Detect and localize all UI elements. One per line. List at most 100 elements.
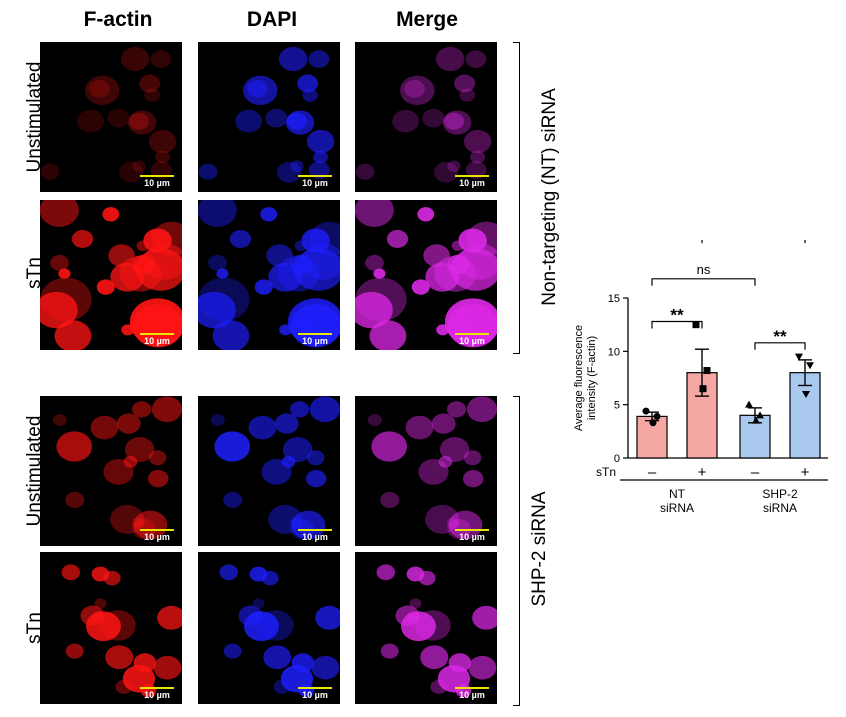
micrograph-image bbox=[219, 564, 340, 698]
scale-bar-line bbox=[298, 687, 332, 689]
cell-blob bbox=[139, 74, 161, 93]
cell-blob bbox=[85, 611, 121, 642]
cell-blob bbox=[282, 437, 313, 463]
scale-bar-line bbox=[298, 175, 332, 177]
cell-blob bbox=[254, 279, 273, 295]
cell-blob bbox=[446, 517, 460, 529]
cell-blob bbox=[40, 291, 78, 329]
cell-blob bbox=[301, 243, 340, 280]
cell-blob bbox=[400, 75, 435, 105]
micrograph-image bbox=[355, 200, 497, 350]
micrograph-image bbox=[355, 46, 492, 183]
cell-blob bbox=[305, 469, 327, 488]
micrograph-image bbox=[198, 46, 335, 183]
cell-blob bbox=[208, 254, 227, 271]
cell-blob bbox=[143, 243, 182, 280]
stim-mark: + bbox=[698, 464, 707, 481]
scale-bar-line bbox=[298, 333, 332, 335]
cell-blob bbox=[454, 74, 476, 93]
cell-blob bbox=[243, 611, 279, 642]
cell-blob bbox=[132, 401, 152, 418]
cell-blob bbox=[458, 243, 497, 280]
scale-bar-line bbox=[455, 333, 489, 335]
y-axis-label: intensity (F-actin) bbox=[586, 336, 598, 420]
cell-blob bbox=[447, 160, 461, 172]
scale-bar: 10 µm bbox=[140, 529, 174, 542]
cell-blob bbox=[463, 450, 482, 466]
scale-bar-label: 10 µm bbox=[459, 336, 485, 346]
cell-blob bbox=[248, 415, 277, 440]
cell-blob bbox=[131, 517, 145, 529]
cell-blob bbox=[371, 431, 408, 462]
cell-blob bbox=[155, 150, 171, 164]
cell-blob bbox=[308, 50, 330, 68]
micrograph-image bbox=[198, 200, 340, 350]
column-title-factin: F-actin bbox=[83, 8, 153, 31]
data-point bbox=[795, 353, 803, 361]
cell-blob bbox=[65, 643, 84, 659]
cell-blob bbox=[148, 450, 167, 466]
cell-blob bbox=[212, 320, 250, 350]
cell-blob bbox=[116, 413, 141, 434]
cell-blob bbox=[54, 320, 92, 350]
scale-bar-label: 10 µm bbox=[459, 690, 485, 700]
scale-bar-label: 10 µm bbox=[459, 532, 485, 542]
cell-blob bbox=[85, 75, 120, 105]
scale-bar-label: 10 µm bbox=[459, 178, 485, 188]
cell-blob bbox=[219, 564, 239, 581]
data-point bbox=[649, 419, 657, 427]
cell-blob bbox=[435, 46, 465, 72]
data-point bbox=[642, 407, 650, 415]
cell-blob bbox=[315, 605, 340, 630]
cell-blob bbox=[431, 413, 456, 434]
cell-blob bbox=[52, 414, 67, 427]
cell-blob bbox=[265, 108, 288, 128]
cell-blob bbox=[380, 643, 399, 659]
cell-blob bbox=[157, 605, 182, 630]
cell-blob bbox=[144, 88, 160, 102]
cell-blob bbox=[458, 228, 487, 253]
y-tick-label: 15 bbox=[608, 293, 620, 305]
scale-bar: 10 µm bbox=[298, 333, 332, 346]
bracket-shp2-sirna bbox=[513, 396, 520, 706]
column-title-dapi: DAPI bbox=[246, 8, 298, 31]
micrograph-image bbox=[61, 564, 182, 698]
scale-bar-line bbox=[140, 687, 174, 689]
scale-bar: 10 µm bbox=[455, 175, 489, 188]
cell-blob bbox=[463, 129, 492, 154]
data-point bbox=[699, 385, 707, 393]
cell-blob bbox=[433, 161, 459, 183]
micrograph-panel: 10 µm bbox=[355, 552, 497, 704]
cell-blob bbox=[306, 129, 335, 154]
cell-blob bbox=[355, 200, 394, 227]
y-axis-label: Average fluorescence bbox=[573, 325, 585, 431]
micrograph-panel: 10 µm bbox=[355, 200, 497, 350]
cell-blob bbox=[437, 665, 471, 693]
cell-blob bbox=[289, 254, 313, 275]
scale-bar-label: 10 µm bbox=[302, 178, 328, 188]
cell-blob bbox=[223, 491, 243, 509]
significance-bracket bbox=[701, 240, 806, 244]
significance-label: ns bbox=[697, 262, 711, 277]
cell-blob bbox=[96, 279, 115, 295]
cell-blob bbox=[468, 655, 497, 680]
cell-blob bbox=[40, 277, 92, 322]
data-point bbox=[756, 411, 764, 419]
cell-blob bbox=[235, 109, 262, 133]
cell-blob bbox=[355, 291, 393, 329]
cell-blob bbox=[291, 510, 326, 540]
cell-blob bbox=[118, 161, 144, 183]
cell-blob bbox=[369, 320, 407, 350]
cell-blob bbox=[423, 244, 450, 267]
group-label: SHP-2 bbox=[762, 487, 798, 501]
micrograph-panel: 10 µm bbox=[198, 396, 340, 546]
group-label: NT bbox=[669, 487, 686, 501]
cell-blob bbox=[198, 200, 237, 227]
cell-blob bbox=[404, 80, 425, 98]
micrograph-panel: 10 µm bbox=[355, 396, 497, 546]
cell-blob bbox=[40, 200, 79, 227]
cell-blob bbox=[417, 207, 435, 222]
cell-blob bbox=[462, 469, 484, 488]
cell-blob bbox=[459, 88, 475, 102]
data-point bbox=[703, 367, 711, 375]
